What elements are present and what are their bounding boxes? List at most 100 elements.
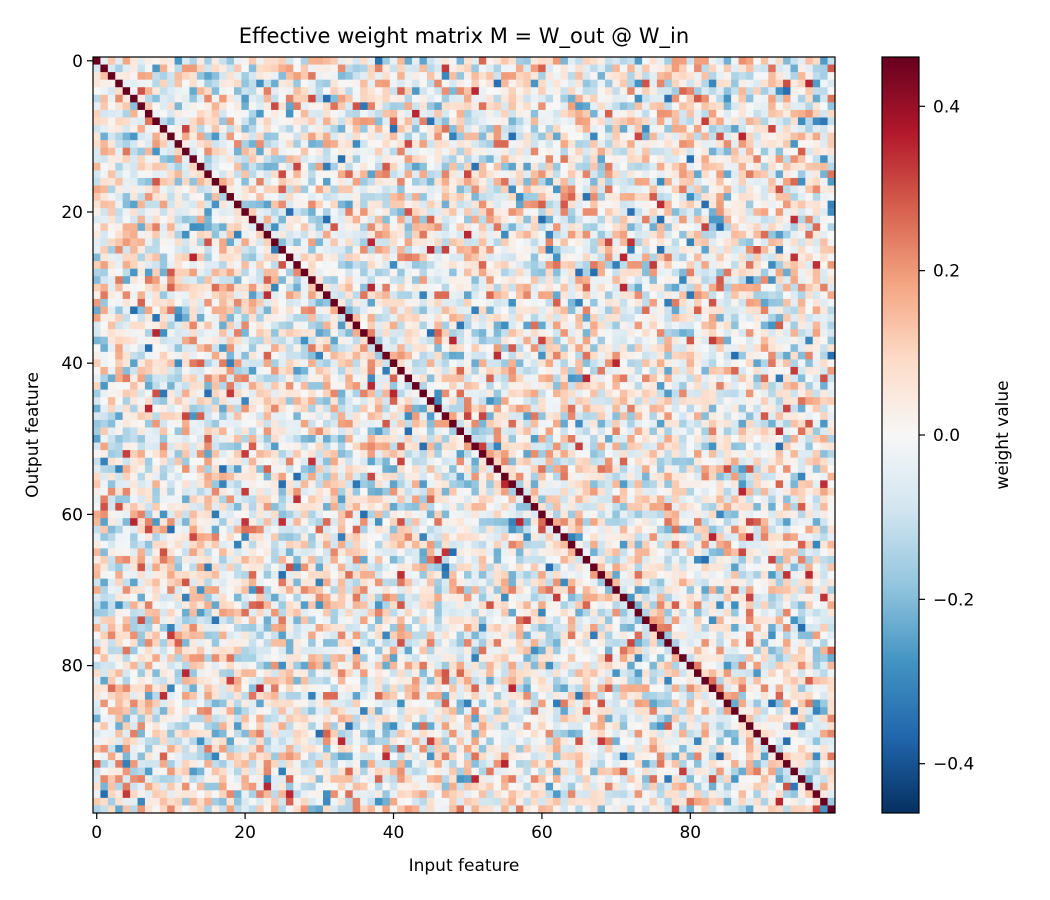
heatmap-cell: [686, 329, 695, 338]
heatmap-cell: [478, 117, 487, 126]
heatmap-cell: [664, 261, 673, 270]
heatmap-cell: [723, 230, 732, 239]
heatmap-cell: [100, 344, 109, 353]
heatmap-cell: [182, 382, 190, 391]
heatmap-cell: [241, 261, 250, 270]
heatmap-cell: [441, 427, 450, 436]
heatmap-cell: [360, 238, 368, 247]
heatmap-cell: [226, 291, 235, 300]
heatmap-cell: [271, 57, 279, 65]
heatmap-cell: [219, 382, 227, 391]
heatmap-cell: [604, 132, 613, 141]
heatmap-cell: [426, 155, 435, 164]
heatmap-cell: [775, 117, 784, 126]
heatmap-cell: [144, 276, 153, 285]
heatmap-cell: [812, 298, 821, 307]
heatmap-cell: [456, 306, 465, 315]
heatmap-cell: [582, 382, 591, 391]
heatmap-cell: [701, 412, 710, 421]
heatmap-cell: [167, 140, 176, 149]
heatmap-cell: [775, 193, 784, 202]
heatmap-cell: [464, 162, 472, 171]
heatmap-cell: [337, 193, 346, 202]
heatmap-cell: [597, 200, 606, 209]
heatmap-cell: [812, 419, 821, 428]
heatmap-cell: [590, 374, 598, 383]
heatmap-cell: [233, 306, 242, 315]
heatmap-cell: [545, 64, 554, 73]
heatmap-cell: [723, 208, 732, 217]
heatmap-cell: [219, 344, 227, 353]
heatmap-cell: [582, 57, 591, 65]
heatmap-cell: [827, 404, 836, 413]
heatmap-cell: [731, 382, 739, 391]
heatmap-cell: [701, 155, 710, 164]
heatmap-cell: [345, 389, 354, 398]
heatmap-cell: [501, 117, 509, 126]
heatmap-cell: [426, 208, 435, 217]
heatmap-cell: [360, 185, 368, 194]
heatmap-cell: [241, 57, 250, 65]
heatmap-cell: [323, 64, 331, 73]
heatmap-cell: [263, 102, 272, 111]
heatmap-cell: [367, 298, 376, 307]
heatmap-cell: [679, 185, 687, 194]
heatmap-cell: [627, 382, 636, 391]
heatmap-cell: [760, 253, 769, 262]
heatmap-cell: [656, 412, 665, 421]
heatmap-cell: [486, 321, 495, 330]
heatmap-cell: [219, 427, 227, 436]
heatmap-cell: [745, 57, 754, 65]
heatmap-cell: [367, 162, 376, 171]
heatmap-cell: [656, 162, 665, 171]
heatmap-cell: [545, 177, 554, 186]
heatmap-cell: [285, 230, 294, 239]
heatmap-cell: [122, 314, 131, 322]
heatmap-cell: [182, 230, 190, 239]
heatmap-cell: [797, 351, 806, 360]
heatmap-cell: [426, 268, 435, 277]
heatmap-cell: [434, 208, 443, 217]
heatmap-cell: [486, 177, 495, 186]
heatmap-cell: [731, 404, 739, 413]
heatmap-cell: [167, 321, 176, 330]
heatmap-cell: [464, 397, 472, 406]
heatmap-cell: [345, 155, 354, 164]
heatmap-cell: [805, 419, 814, 428]
heatmap-cell: [560, 314, 569, 322]
heatmap-cell: [493, 314, 502, 322]
heatmap-cell: [493, 276, 502, 285]
heatmap-cell: [285, 72, 294, 81]
heatmap-cell: [738, 389, 747, 398]
heatmap-cell: [464, 427, 472, 436]
heatmap-cell: [130, 155, 138, 164]
heatmap-cell: [686, 87, 695, 96]
heatmap-cell: [694, 170, 702, 179]
heatmap-cell: [419, 298, 428, 307]
heatmap-cell: [167, 57, 176, 65]
heatmap-cell: [812, 329, 821, 338]
heatmap-cell: [412, 419, 420, 428]
heatmap-cell: [271, 374, 279, 383]
heatmap-cell: [745, 351, 754, 360]
heatmap-cell: [211, 238, 220, 247]
heatmap-cell: [627, 72, 636, 81]
heatmap-cell: [367, 140, 376, 149]
heatmap-cell: [419, 306, 428, 315]
heatmap-cell: [523, 389, 532, 398]
heatmap-cell: [612, 223, 621, 232]
heatmap-cell: [797, 291, 806, 300]
heatmap-cell: [233, 382, 242, 391]
heatmap-cell: [196, 366, 205, 375]
heatmap-cell: [812, 223, 821, 232]
heatmap-cell: [159, 321, 168, 330]
heatmap-cell: [649, 374, 658, 383]
heatmap-cell: [174, 125, 183, 133]
heatmap-cell: [93, 389, 101, 398]
heatmap-cell: [820, 208, 828, 217]
heatmap-cell: [523, 261, 532, 270]
heatmap-cell: [716, 291, 725, 300]
heatmap-cell: [449, 230, 457, 239]
heatmap-cell: [449, 162, 457, 171]
heatmap-cell: [619, 132, 628, 141]
